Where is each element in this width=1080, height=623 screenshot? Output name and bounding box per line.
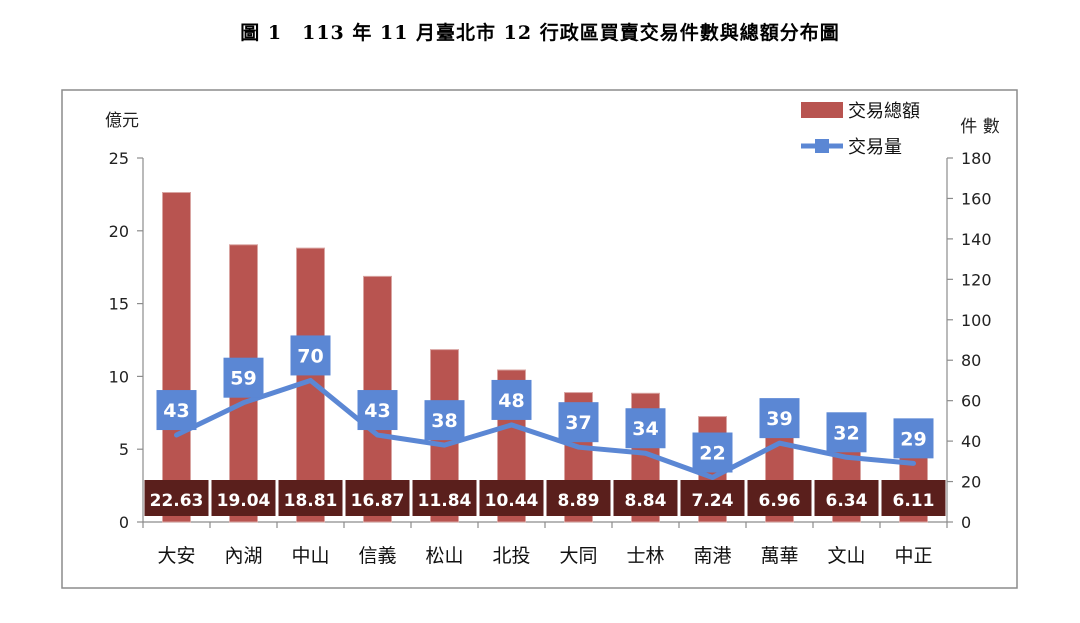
point-marker [424,400,465,441]
legend-label-bar: 交易總額 [848,101,920,122]
point-value-label: 48 [498,390,524,412]
bar [162,192,191,523]
y-right-tick-label: 140 [961,230,992,249]
bar-value-box [412,480,477,516]
point-value-label: 22 [699,443,725,465]
point-value-label: 59 [230,368,256,390]
point-marker [357,390,398,431]
point-value-label: 43 [364,400,390,422]
y-left-tick-label: 15 [109,295,129,314]
y-right-tick-label: 100 [961,311,992,330]
bar-value-box [345,480,410,516]
bar-value-box [881,480,946,516]
y-left-tick-label: 0 [119,513,129,532]
y-right-label: 件 數 [960,117,999,137]
point-marker [826,412,867,453]
y-right-tick-label: 40 [961,432,981,451]
y-right-tick-label: 60 [961,392,981,411]
bar-value-box [479,480,544,516]
point-marker [625,408,666,449]
legend-label-line: 交易量 [848,137,902,158]
data-labels: 22.63 19.04 18.81 16.87 11.84 10.44 8.89 8.84 7.… [144,335,946,516]
y-left-tick-label: 10 [109,367,129,386]
y-right-tick-label: 160 [961,189,992,208]
x-tick-label: 南港 [693,545,731,567]
bar-value-box [278,480,343,516]
x-tick-label: 松山 [425,545,463,567]
bar-value-label: 6.34 [826,491,868,511]
point-marker [290,335,331,376]
bar-value-label: 18.81 [284,491,338,511]
point-value-label: 39 [766,408,792,430]
x-tick-label: 中山 [291,545,329,567]
point-value-label: 43 [163,400,189,422]
y-right-tick-label: 0 [961,513,971,532]
point-marker [692,432,733,473]
x-tick-label: 大安 [157,545,195,567]
legend-swatch-bar [801,102,843,118]
point-marker [558,402,599,443]
x-tick-label: 文山 [827,545,865,567]
point-value-label: 38 [431,410,457,432]
point-marker [156,390,197,431]
bar-value-box [747,480,812,516]
bar-value-label: 16.87 [351,491,405,511]
bar-value-label: 6.96 [759,491,801,511]
x-tick-label: 大同 [559,545,597,567]
axes: 0 5 10 15 20 25 0 20 40 60 80 100 120 140 160 180 大安 內湖 中山… [105,111,1000,567]
legend-marker-line [815,139,829,153]
point-marker [893,418,934,459]
y-left-tick-label: 20 [109,222,129,241]
bar-value-box [144,480,209,516]
point-marker [223,357,264,398]
point-value-label: 29 [900,428,926,450]
bar-value-label: 22.63 [150,491,204,511]
bar-value-label: 11.84 [418,491,472,511]
point-value-label: 70 [297,345,323,367]
bar-value-label: 6.11 [893,491,935,511]
line-path [174,377,916,481]
point-marker [759,398,800,439]
bar-value-label: 19.04 [217,491,271,511]
bar-value-box [680,480,745,516]
x-tick-label: 士林 [626,545,664,567]
bar-value-label: 8.84 [625,491,667,511]
point-value-label: 32 [833,422,859,444]
y-right-tick-label: 120 [961,270,992,289]
bar-value-label: 8.89 [558,491,600,511]
x-tick-label: 信義 [358,545,396,567]
x-tick-label: 萬華 [760,545,798,567]
y-right-tick-label: 180 [961,149,992,168]
y-right-tick-label: 20 [961,473,981,492]
y-left-label: 億元 [105,111,139,131]
x-tick-label: 內湖 [224,545,262,567]
point-value-label: 37 [565,412,591,434]
chart-title: 圖 1 113 年 11 月臺北市 12 行政區買賣交易件數與總額分布圖 [240,22,840,44]
line-series [174,377,916,481]
bar-value-box [211,480,276,516]
bar-value-label: 7.24 [692,491,734,511]
bar-value-box [814,480,879,516]
bar-value-box [613,480,678,516]
bar-value-box [546,480,611,516]
y-left-tick-label: 5 [119,440,129,459]
point-marker [491,379,532,420]
point-value-label: 34 [632,418,658,440]
x-tick-label: 北投 [492,545,530,567]
y-right-tick-label: 80 [961,351,981,370]
y-left-tick-label: 25 [109,149,129,168]
bar-value-label: 10.44 [485,491,539,511]
x-tick-label: 中正 [894,545,932,567]
